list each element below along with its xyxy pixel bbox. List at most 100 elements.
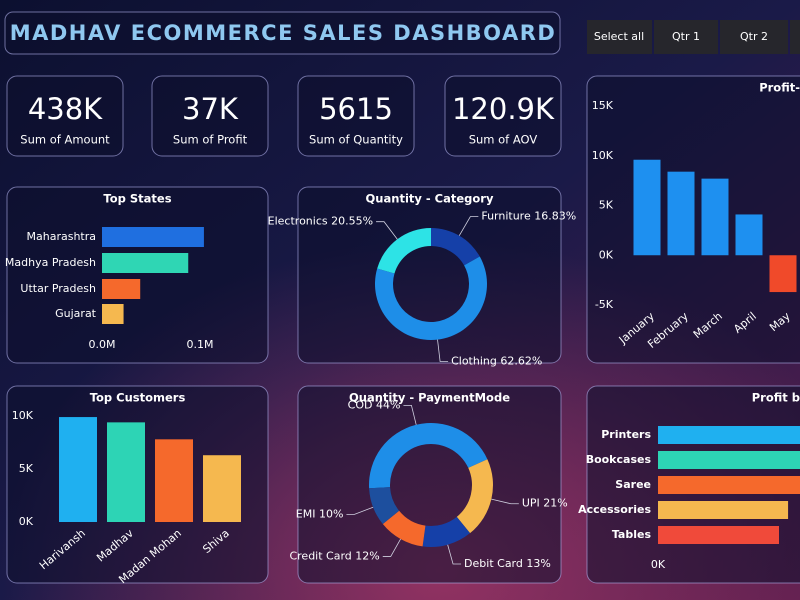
bar	[658, 501, 789, 519]
bar	[102, 227, 204, 247]
bar	[155, 439, 193, 522]
y-tick-label: 0K	[19, 515, 34, 528]
slice-category: Electronics	[268, 215, 328, 228]
x-tick-label: 0K	[651, 558, 666, 571]
bar	[658, 526, 779, 544]
kpi-label: Sum of Amount	[20, 133, 110, 147]
chart-card	[6, 186, 269, 364]
slice-category: Clothing	[451, 354, 497, 367]
kpi-card	[297, 75, 415, 157]
slice-category: UPI	[522, 497, 540, 510]
leader-line	[382, 538, 401, 557]
bar	[102, 304, 124, 324]
y-tick-label: -5K	[595, 298, 614, 311]
y-tick-label: 0K	[599, 248, 614, 261]
y-tick-label: Madhya Pradesh	[5, 256, 96, 269]
slicer-label[interactable]: Qtr 1	[672, 30, 700, 43]
y-tick-label: Printers	[601, 428, 651, 441]
donut-slice	[377, 228, 431, 274]
slice-value: 13%	[526, 557, 550, 570]
x-tick-label: 0.1M	[187, 338, 214, 351]
bar	[658, 426, 800, 444]
y-tick-label: 5K	[19, 462, 34, 475]
slice-category: Debit Card	[464, 557, 523, 570]
chart-title: Quantity - Category	[366, 192, 494, 206]
bar	[769, 255, 797, 293]
donut-slice	[369, 487, 400, 525]
bar	[667, 171, 695, 256]
leader-line	[458, 216, 479, 236]
leader-line	[437, 339, 449, 362]
kpi-card	[151, 75, 269, 157]
slice-label: EMI 10%	[296, 507, 344, 520]
bar	[102, 253, 189, 273]
leader-line	[346, 506, 374, 515]
slice-value: 16.83%	[534, 210, 576, 223]
chart-title: Profit-	[759, 81, 800, 95]
chart-title: Top Customers	[90, 391, 186, 405]
slice-category: Credit Card	[289, 549, 351, 562]
chart-title: Top States	[103, 192, 171, 206]
bar	[107, 422, 145, 522]
leader-line	[403, 404, 417, 425]
y-tick-label: Saree	[615, 478, 651, 491]
chart-card	[297, 186, 562, 364]
slicer-label[interactable]: Qtr 2	[740, 30, 768, 43]
slice-label: COD 44%	[348, 398, 401, 411]
leader-line	[447, 544, 462, 565]
donut-slice	[382, 510, 426, 547]
donut-slice	[422, 516, 471, 548]
chart-title: Quantity - PaymentMode	[349, 391, 510, 405]
slice-category: COD	[348, 398, 373, 411]
slice-label: Debit Card 13%	[464, 557, 551, 570]
kpi-value: 37K	[182, 92, 239, 126]
y-tick-label: 10K	[592, 149, 614, 162]
chart-card	[297, 385, 562, 584]
slicer-button[interactable]	[654, 20, 718, 54]
kpi-label: Sum of AOV	[469, 133, 538, 147]
slice-value: 20.55%	[331, 215, 373, 228]
y-tick-label: Uttar Pradesh	[20, 282, 96, 295]
donut-slice	[431, 228, 480, 266]
y-tick-label: 5K	[599, 199, 614, 212]
slicer-button[interactable]	[790, 20, 800, 54]
y-tick-label: Bookcases	[586, 453, 652, 466]
y-tick-label: Maharashtra	[27, 230, 97, 243]
leader-line	[376, 221, 398, 240]
y-tick-label: Tables	[612, 528, 652, 541]
slice-value: 12%	[355, 549, 379, 562]
x-tick-label: 0.0M	[89, 338, 116, 351]
slice-label: Clothing 62.62%	[451, 354, 542, 367]
slicer-button[interactable]	[720, 20, 788, 54]
kpi-label: Sum of Profit	[173, 133, 248, 147]
bar	[102, 279, 141, 299]
kpi-value: 438K	[28, 92, 103, 126]
slice-value: 21%	[543, 497, 567, 510]
bar	[658, 476, 800, 494]
bar	[59, 417, 97, 522]
kpi-value: 5615	[319, 92, 393, 126]
y-tick-label: Gujarat	[55, 307, 97, 320]
y-tick-label: 10K	[12, 409, 34, 422]
bar	[633, 159, 661, 256]
slicer-label[interactable]: Select all	[594, 30, 644, 43]
bar	[658, 451, 800, 469]
bar	[701, 178, 729, 256]
header-box	[4, 11, 561, 55]
slice-label: Furniture 16.83%	[481, 210, 576, 223]
slice-label: Credit Card 12%	[289, 549, 379, 562]
slice-label: Electronics 20.55%	[268, 215, 373, 228]
y-tick-label: 15K	[592, 99, 614, 112]
donut-slice	[374, 256, 488, 340]
leader-line	[491, 498, 519, 505]
slice-category: Furniture	[481, 210, 531, 223]
bar	[735, 214, 763, 256]
donut-slice	[368, 422, 488, 489]
slice-value: 44%	[376, 398, 400, 411]
donut-slice	[456, 459, 493, 534]
slice-category: EMI	[296, 507, 316, 520]
chart-title: Profit b	[752, 391, 800, 405]
slicer-button[interactable]	[587, 20, 652, 54]
